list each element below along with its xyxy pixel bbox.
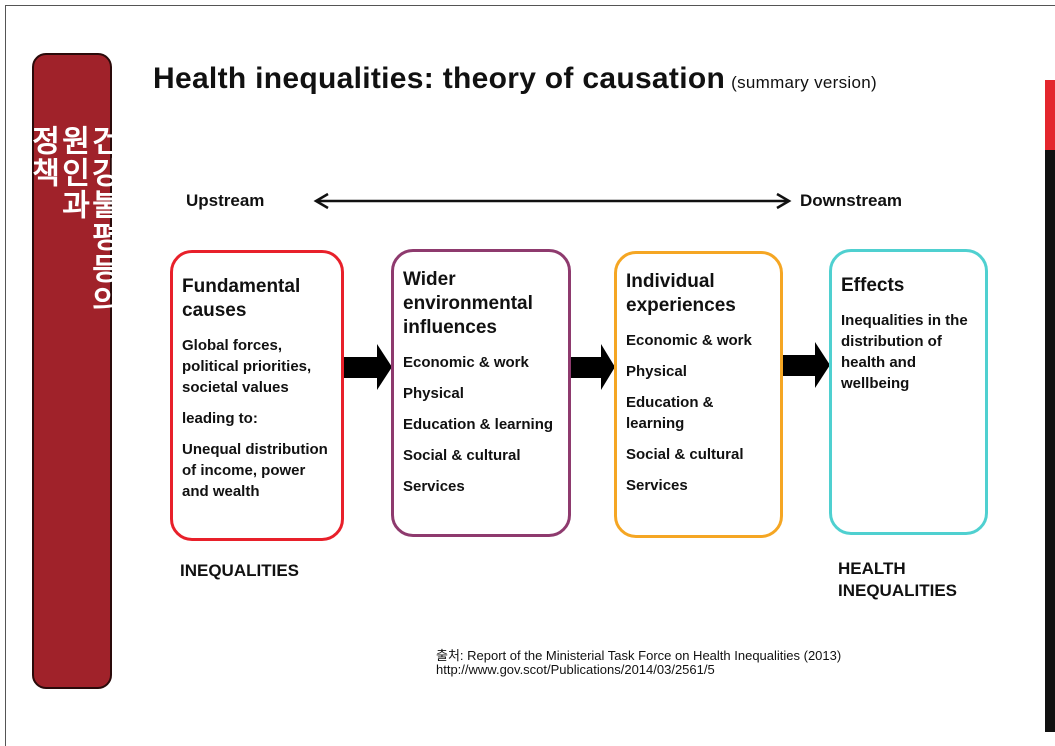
- accent-bar: [1045, 150, 1055, 732]
- node-item: Social & cultural: [626, 446, 744, 463]
- node-title: Wider environmental influences: [403, 269, 533, 338]
- node-item: Services: [626, 477, 688, 494]
- sidebar: 건강불평등의 원인과 정책: [26, 53, 119, 689]
- node-item: Services: [403, 478, 465, 495]
- node-box: Effects Inequalities in the distribution …: [829, 249, 988, 535]
- upstream-label: Upstream: [186, 191, 265, 210]
- health-inequalities-label: HEALTH INEQUALITIES: [838, 559, 958, 600]
- node-item: Physical: [403, 385, 464, 402]
- accent-bar: [1045, 80, 1055, 150]
- subtitle: (summary version): [731, 73, 877, 92]
- node-item: Unequal distribution of income, power an…: [182, 441, 328, 500]
- node-title: Effects: [841, 275, 905, 296]
- source-url: http://www.gov.scot/Publications/2014/03…: [436, 662, 715, 677]
- sidebar-line: 원인과: [56, 125, 89, 221]
- title-row: Health inequalities: theory of causation…: [153, 62, 877, 96]
- node-item: Global forces, political priorities, soc…: [182, 337, 312, 396]
- node-item: Social & cultural: [403, 447, 521, 464]
- sidebar-line: 정책: [26, 125, 59, 189]
- node-item: Economic & work: [626, 332, 752, 349]
- node-item: leading to:: [182, 410, 258, 427]
- node-item: Education & learning: [626, 394, 714, 432]
- node-item: Physical: [626, 363, 687, 380]
- node-item: Inequalities in the distribution of heal…: [841, 312, 968, 392]
- frame: [5, 5, 1055, 746]
- node-item: Economic & work: [403, 354, 529, 371]
- sidebar-line: 건강불평등의: [86, 125, 119, 317]
- node-box: Individual experiences Economic & work Phy…: [614, 251, 783, 538]
- inequalities-label: INEQUALITIES: [180, 561, 300, 580]
- block-arrows: [344, 342, 830, 390]
- node-title: Individual experiences: [626, 271, 736, 316]
- node-item: Education & learning: [403, 416, 554, 433]
- double-arrow: [313, 192, 792, 210]
- node-box: Fundamental causes Global forces, politic…: [170, 250, 344, 541]
- title: Health inequalities: theory of causation: [153, 62, 726, 95]
- source-line: 출처: Report of the Ministerial Task Force…: [436, 648, 842, 663]
- node-box: Wider environmental influences Economic &…: [391, 249, 571, 537]
- node-title: Fundamental causes: [182, 276, 301, 321]
- downstream-label: Downstream: [800, 191, 903, 210]
- connectors: [313, 192, 830, 390]
